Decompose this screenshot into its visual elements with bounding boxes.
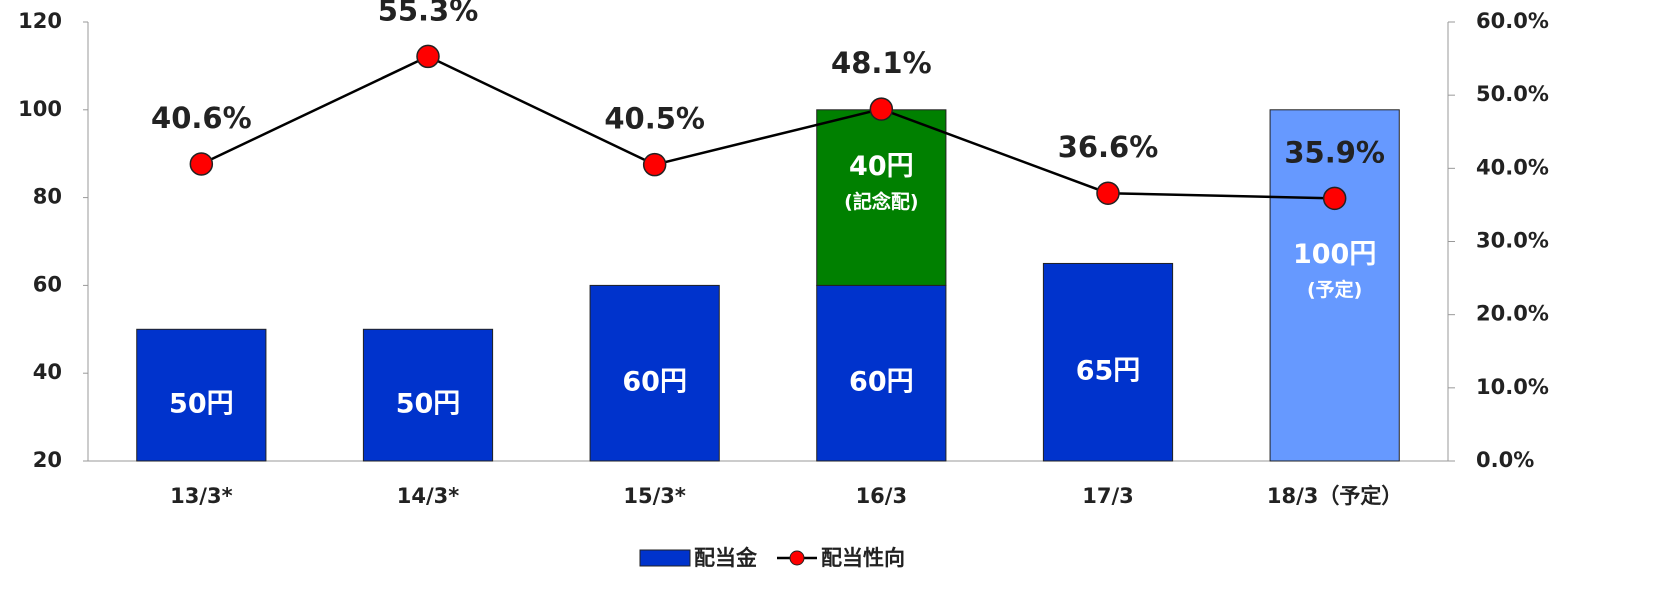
bar (589, 284, 720, 462)
line-marker (642, 152, 667, 177)
legend-swatch (639, 549, 691, 567)
bar-label: 60円 (622, 367, 687, 398)
y-tick-label: 100 (18, 97, 62, 121)
bar (1269, 109, 1400, 462)
y2-tick-label: 50.0% (1476, 82, 1549, 106)
bar (816, 284, 947, 462)
y-tick-label: 20 (33, 448, 62, 472)
x-tick-label: 17/3 (1082, 484, 1134, 508)
bar-label: 40円 (849, 151, 914, 182)
y2-tick-label: 0.0% (1476, 448, 1534, 472)
line-label: 35.9% (1284, 135, 1385, 169)
y-tick-label: 80 (33, 185, 62, 209)
y-tick-label: 60 (33, 272, 62, 296)
line-label: 36.6% (1058, 130, 1159, 164)
bar (1042, 262, 1174, 462)
x-tick-label: 13/3* (170, 484, 233, 508)
line-label: 40.5% (604, 102, 705, 136)
line-marker (416, 44, 440, 69)
line-label: 48.1% (831, 46, 932, 80)
y2-tick-label: 20.0% (1476, 302, 1549, 326)
bar (136, 328, 267, 462)
line-label: 55.3% (378, 0, 479, 27)
legend-label: 配当金 (694, 546, 758, 570)
line-marker (1322, 186, 1347, 211)
bar-label: 50円 (396, 389, 461, 420)
line-marker (869, 97, 894, 121)
x-tick-label: 16/3 (856, 484, 908, 508)
bar-note: (予定) (1307, 278, 1362, 301)
y2-tick-label: 10.0% (1476, 375, 1549, 399)
line-marker (1096, 181, 1120, 205)
x-tick-label: 18/3（予定） (1267, 484, 1403, 508)
y2-tick-label: 30.0% (1476, 229, 1549, 253)
line (200, 55, 1335, 200)
line-marker (189, 152, 214, 176)
bar-label: 65円 (1076, 356, 1141, 387)
y-tick-label: 40 (33, 360, 62, 384)
y-tick-label: 120 (18, 9, 62, 33)
y2-tick-label: 40.0% (1476, 155, 1549, 179)
legend-label: 配当性向 (821, 546, 905, 570)
bar-note: (記念配) (844, 190, 918, 213)
y2-tick-label: 60.0% (1476, 9, 1549, 33)
x-tick-label: 14/3* (397, 484, 460, 508)
legend-marker (789, 550, 805, 566)
line-label: 40.6% (151, 101, 252, 135)
bar-label: 100円 (1293, 239, 1376, 270)
x-tick-label: 15/3* (623, 484, 686, 508)
bar (816, 109, 947, 286)
bar-label: 50円 (169, 389, 234, 420)
bar (362, 328, 494, 462)
bar-label: 60円 (849, 367, 914, 398)
